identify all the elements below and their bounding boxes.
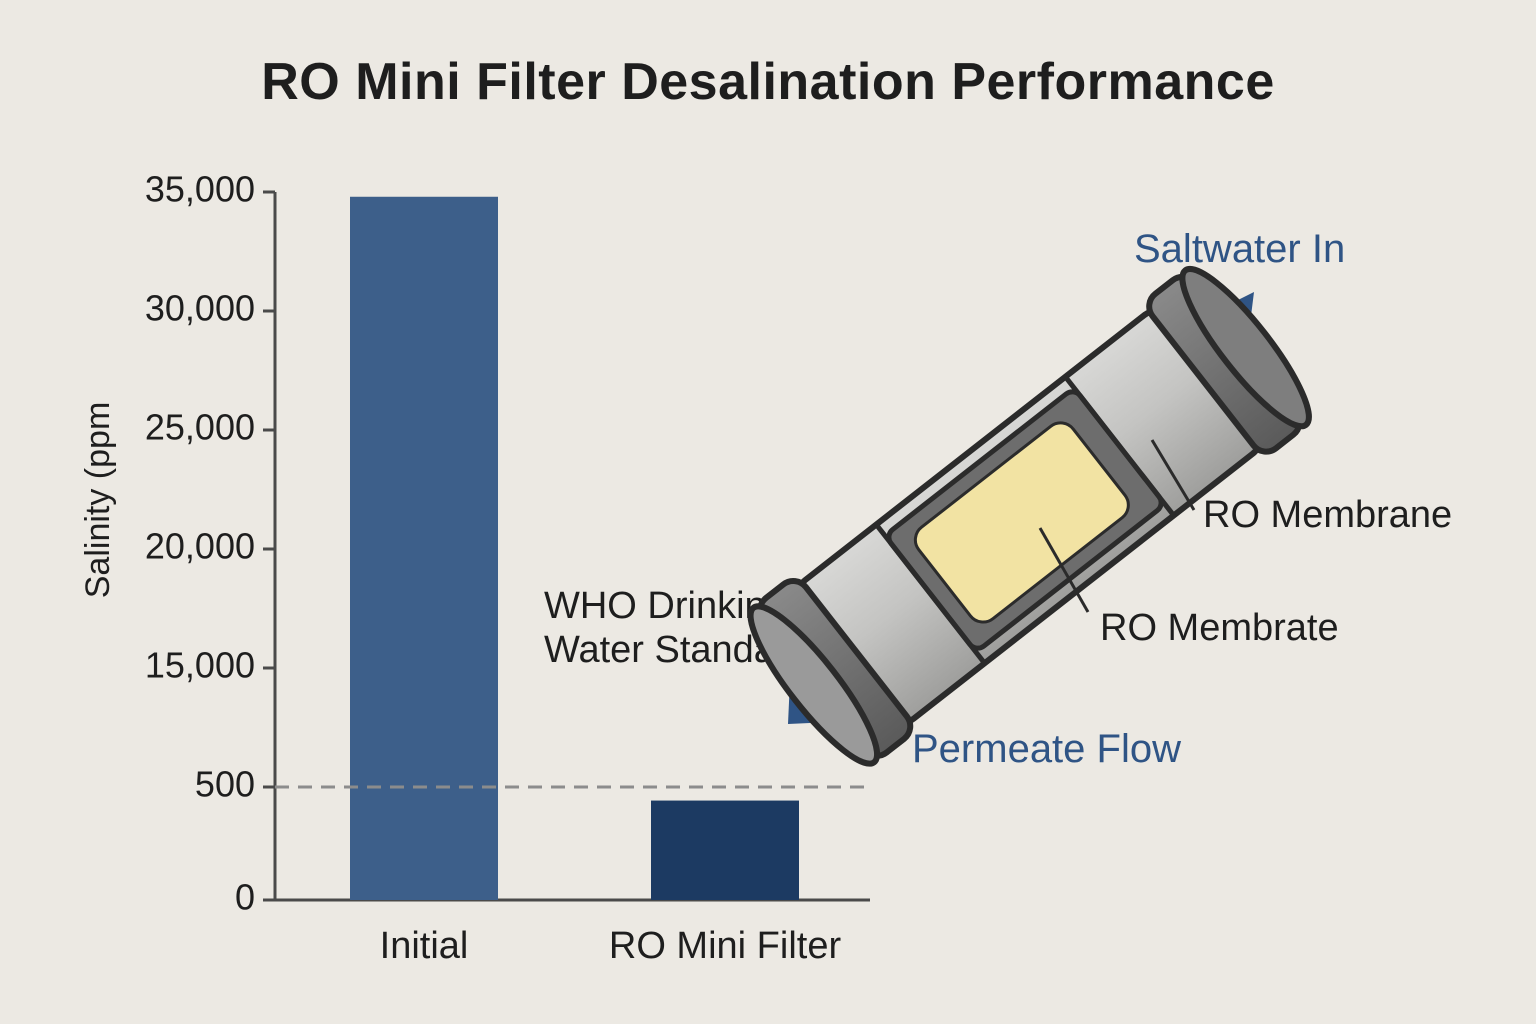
- left-end-cap: [747, 577, 914, 767]
- right-end-cap: [1146, 265, 1312, 455]
- x-category-label: Initial: [380, 925, 469, 967]
- y-tick-label: 20,000: [145, 526, 255, 567]
- y-ticks: 0 500 15,000 20,000 25,000 30,000 35,000: [145, 169, 275, 918]
- chart-title: RO Mini Filter Desalination Performance: [261, 53, 1275, 111]
- bars: [350, 196, 799, 900]
- ro-membrane-label: RO Membrane: [1203, 494, 1452, 536]
- y-tick-label: 30,000: [145, 288, 255, 329]
- ro-membrane-leader: [1150, 439, 1196, 511]
- bar-ro-mini-filter: [651, 800, 799, 900]
- y-axis-label: Salinity (ppm: [79, 402, 117, 599]
- permeate-flow-label: Permeate Flow: [912, 727, 1181, 771]
- y-tick-label: 15,000: [145, 645, 255, 686]
- ro-cartridge-illustration: [747, 265, 1312, 767]
- ro-membrate-label: RO Membrate: [1100, 607, 1339, 649]
- category-labels: Initial RO Mini Filter: [380, 925, 842, 967]
- who-label-line1: WHO Drinking: [544, 585, 787, 627]
- y-tick-label: 500: [195, 764, 255, 805]
- y-tick-label: 25,000: [145, 407, 255, 448]
- membrane-core: [913, 421, 1130, 624]
- bar-initial: [350, 196, 498, 900]
- saltwater-in-label: Saltwater In: [1134, 227, 1345, 271]
- y-tick-label: 35,000: [145, 169, 255, 210]
- x-category-label: RO Mini Filter: [609, 925, 842, 967]
- ro-membrate-leader: [1038, 527, 1090, 613]
- y-tick-label: 0: [235, 877, 255, 918]
